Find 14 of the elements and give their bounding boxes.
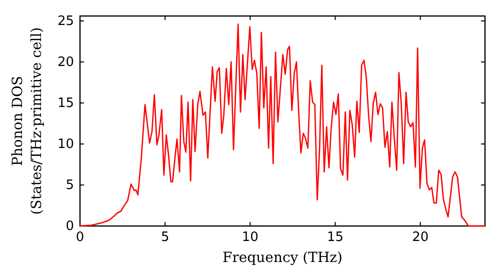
x-tick-label: 20 [412, 230, 429, 246]
y-axis-title: Phonon DOS (States/THz·primitive cell) [10, 27, 45, 215]
y-tick-label: 0 [66, 219, 74, 234]
y-tick-label: 15 [57, 96, 74, 112]
y-tick-label: 25 [57, 14, 74, 30]
y-tick-label: 10 [57, 137, 74, 152]
x-axis-title: Frequency (THz) [222, 250, 343, 266]
x-tick-label: 10 [242, 230, 258, 246]
y-tick-label: 20 [57, 55, 74, 70]
line-series [79, 24, 486, 227]
y-tick-label: 5 [66, 178, 74, 194]
x-tick-label: 15 [326, 230, 344, 246]
x-tick-label: 5 [160, 230, 170, 246]
x-tick-label: 0 [76, 230, 84, 246]
